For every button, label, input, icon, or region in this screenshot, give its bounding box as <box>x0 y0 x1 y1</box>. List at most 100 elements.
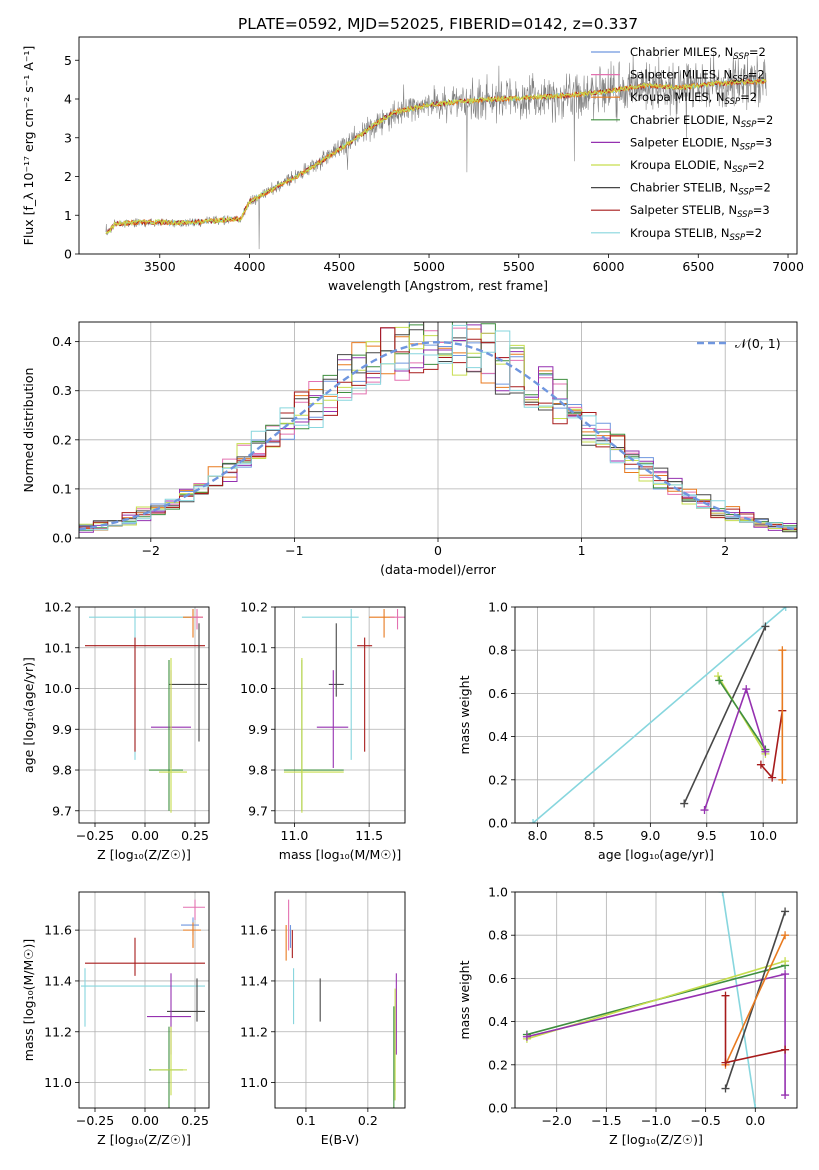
axes: 0.1 0.2 11.0 11.2 11.4 11.6 E(B-V) <box>240 891 406 1147</box>
y-tick-label: 11.0 <box>44 1075 72 1090</box>
x-tick-label: 0.00 <box>131 828 159 843</box>
legend-label-sub: SSP <box>741 120 757 130</box>
axes-frame <box>514 606 798 824</box>
axes-frame <box>274 891 406 1109</box>
y-tick-label: 3 <box>64 130 72 145</box>
legend-label-sub: SSP <box>738 188 754 198</box>
plot-area <box>529 607 790 823</box>
legend-label-sub: SSP <box>730 233 746 243</box>
y-tick-label: 0.4 <box>52 334 72 349</box>
y-axis-label: mass weight <box>457 675 472 754</box>
y-axis-label: Flux [f_λ 10⁻¹⁷ erg cm⁻² s⁻¹ A⁻¹] <box>21 46 36 246</box>
y-tick-label: 0.4 <box>488 1014 508 1029</box>
figure-title: PLATE=0592, MJD=52025, FIBERID=0142, z=0… <box>238 15 638 33</box>
y-tick-label: 4 <box>64 92 72 107</box>
errorbar-point <box>316 670 349 768</box>
y-tick-label: 2 <box>64 169 72 184</box>
legend-label: Kroupa STELIB, NSSP=2 <box>630 226 762 243</box>
model-fit <box>105 79 767 234</box>
x-tick-label: 0.25 <box>181 1113 209 1128</box>
y-tick-label: 0.8 <box>488 643 508 658</box>
legend-label-sub: SSP <box>725 97 741 107</box>
y-tick-label: 10.2 <box>240 600 268 615</box>
x-axis-label: E(B-V) <box>321 1132 360 1147</box>
legend-label: Chabrier MILES, NSSP=2 <box>630 45 766 62</box>
y-tick-label: 0.4 <box>488 729 508 744</box>
legend-label-main: Salpeter MILES, N <box>630 68 732 82</box>
axes: −2.0 −1.5 −1.0 −0.5 0.0 0.0 0.2 0.4 0.6 0.8 1.0 Z [… <box>457 885 798 1147</box>
legend-label: Chabrier STELIB, NSSP=2 <box>630 181 771 198</box>
x-tick-label: −1 <box>285 543 303 558</box>
series-marker <box>781 957 790 966</box>
legend-label-main: Salpeter STELIB, N <box>630 203 737 217</box>
x-tick-label: −1.5 <box>591 1113 621 1128</box>
errorbar-point <box>357 637 373 752</box>
y-tick-label: 1.0 <box>488 600 508 615</box>
x-tick-label: 8.0 <box>528 828 548 843</box>
plot-area <box>105 52 767 250</box>
legend-entry: Kroupa MILES, NSSP=2 <box>591 90 757 107</box>
series-marker <box>721 991 730 1000</box>
residuals-panel: −2 −1 0 1 2 0.0 0.1 0.2 0.3 0.4 (data-model)/error… <box>21 321 798 577</box>
legend-entry: Chabrier ELODIE, NSSP=2 <box>591 113 773 130</box>
series-marker <box>781 931 790 940</box>
x-tick-label: 11.0 <box>281 828 309 843</box>
x-axis-label: Z [log₁₀(Z/Z☉)] <box>97 847 191 862</box>
legend-entry: Chabrier STELIB, NSSP=2 <box>591 181 771 198</box>
x-axis-label: (data-model)/error <box>380 562 497 577</box>
errorbar-point <box>159 657 187 813</box>
plot-area <box>522 892 790 1108</box>
x-tick-label: 6000 <box>593 259 625 274</box>
y-tick-label: 11.6 <box>240 923 268 938</box>
legend-label-main: Kroupa STELIB, N <box>630 226 730 240</box>
x-tick-label: −0.25 <box>76 828 114 843</box>
legend-label: 𝒩(0, 1) <box>735 336 781 351</box>
legend-label-suffix: =2 <box>740 90 757 104</box>
legend-label-sub: SSP <box>737 210 753 220</box>
series-marker <box>680 799 689 808</box>
legend-label: Kroupa MILES, NSSP=2 <box>630 90 757 107</box>
series-line <box>683 626 767 804</box>
y-tick-label: 9.9 <box>52 722 72 737</box>
legend-label-sub: SSP <box>733 52 749 62</box>
errorbar-point <box>390 609 405 630</box>
age-vs-mass-panel: 11.0 11.5 9.7 9.8 9.9 10.0 10.1 10.2 mass [log₁₀… <box>240 600 406 862</box>
y-tick-label: 10.1 <box>240 640 268 655</box>
y-tick-label: 0.0 <box>488 1101 508 1116</box>
errorbar-point <box>149 659 183 811</box>
series-marker <box>761 622 770 631</box>
series-marker <box>715 676 724 685</box>
x-axis-label: Z [log₁₀(Z/Z☉)] <box>609 1132 703 1147</box>
x-axis-label: age [log₁₀(age/yr)] <box>598 847 714 862</box>
y-tick-label: 9.7 <box>248 803 268 818</box>
plot-area <box>283 609 405 813</box>
residual-histogram <box>79 324 797 538</box>
series-marker <box>781 607 790 611</box>
series-line <box>721 892 757 1108</box>
x-tick-label: −2.0 <box>542 1113 572 1128</box>
legend-label-main: Chabrier STELIB, N <box>630 181 738 195</box>
series-marker <box>778 775 787 784</box>
series-marker <box>742 685 751 694</box>
model-line <box>105 79 767 234</box>
axes: −0.25 0.00 0.25 9.7 9.8 9.9 10.0 10.1 10.2 Z [log… <box>21 600 210 862</box>
x-tick-label: −2 <box>142 543 160 558</box>
axes-frame <box>78 36 798 255</box>
legend-entry: Salpeter ELODIE, NSSP=3 <box>591 135 772 152</box>
x-tick-label: 4000 <box>234 259 266 274</box>
grid <box>79 606 209 823</box>
y-tick-label: 10.1 <box>44 640 72 655</box>
y-tick-label: 9.8 <box>248 763 268 778</box>
legend-label: Kroupa ELODIE, NSSP=2 <box>630 158 765 175</box>
x-axis-label: wavelength [Angstrom, rest frame] <box>328 278 548 293</box>
legend-label-main: Chabrier MILES, N <box>630 45 733 59</box>
weight-series <box>700 685 770 815</box>
y-tick-label: 11.4 <box>44 973 72 988</box>
axes-frame <box>78 606 210 824</box>
x-tick-label: 0.00 <box>131 1113 159 1128</box>
y-tick-label: 11.0 <box>240 1075 268 1090</box>
series-marker <box>778 646 787 655</box>
y-axis-label: mass [log₁₀(M/M☉)] <box>21 939 36 1061</box>
series-marker <box>700 806 709 815</box>
